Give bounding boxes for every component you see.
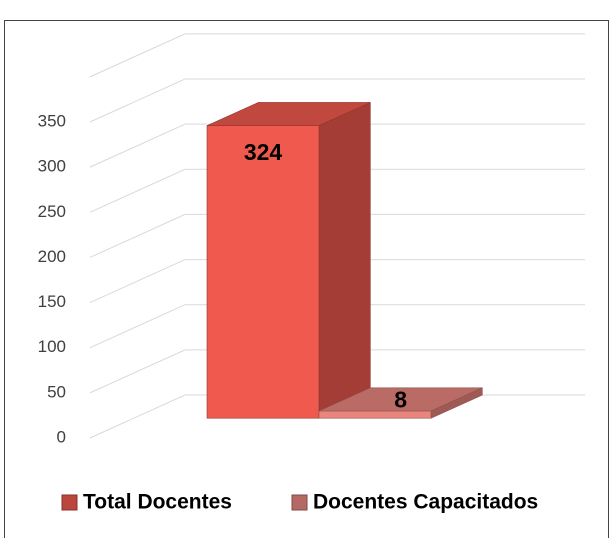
- grid-line: [89, 123, 585, 168]
- bar-side: [318, 102, 371, 419]
- grid-line: [89, 78, 585, 123]
- data-label: 324: [244, 139, 283, 165]
- grid-line: [89, 349, 585, 394]
- data-label: 8: [394, 386, 407, 412]
- bar-top: [318, 387, 483, 412]
- grid-line: [89, 213, 585, 258]
- y-tick-label: 200: [38, 247, 66, 266]
- y-tick-label: 100: [38, 337, 66, 356]
- bar: [206, 102, 371, 419]
- grid-line: [89, 33, 585, 78]
- grid-line: [89, 259, 585, 304]
- y-tick-label: 300: [38, 157, 66, 176]
- y-tick-label: 0: [57, 427, 66, 446]
- y-tick-label: 250: [38, 202, 66, 221]
- bar-top: [206, 102, 371, 126]
- bar-front: [206, 125, 320, 419]
- legend-label: Docentes Capacitados: [313, 491, 538, 514]
- y-tick-label: 150: [38, 292, 66, 311]
- grid-line: [89, 304, 585, 349]
- bar-front: [318, 410, 432, 419]
- y-tick-label: 350: [38, 111, 66, 130]
- legend-label: Total Docentes: [83, 491, 232, 514]
- grid-line: [89, 168, 585, 213]
- y-tick-label: 50: [47, 382, 66, 401]
- legend-swatch: [61, 494, 78, 511]
- bar: [318, 387, 483, 419]
- legend-swatch: [291, 494, 308, 511]
